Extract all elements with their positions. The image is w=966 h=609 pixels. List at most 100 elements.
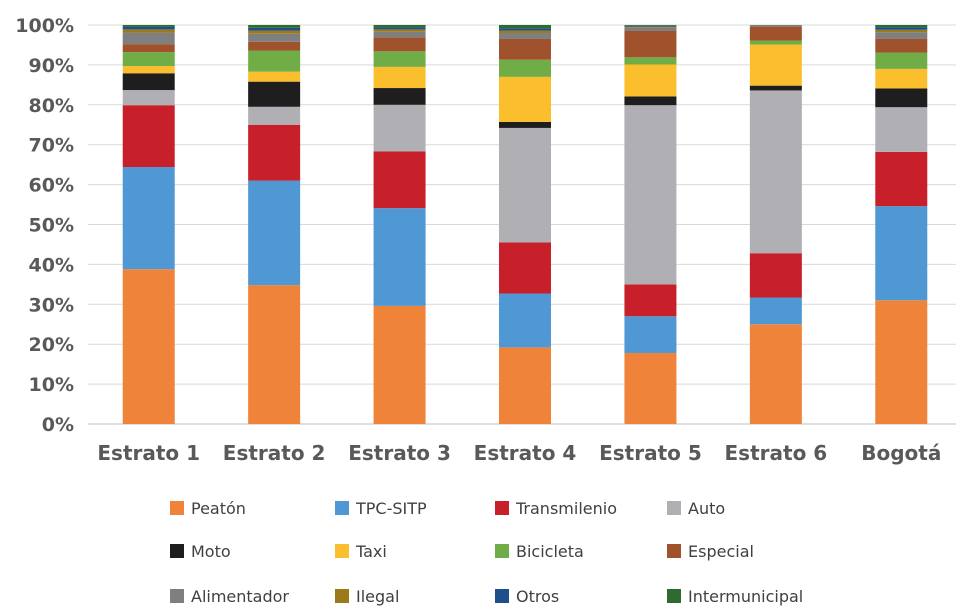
bar-segment: [624, 27, 677, 31]
legend-label: Transmilenio: [515, 499, 617, 518]
bar-segment: [875, 107, 928, 152]
bar-segment: [499, 25, 551, 29]
bar-segment: [122, 44, 175, 53]
y-tick-label: 80%: [29, 95, 74, 117]
bar-segment: [875, 52, 928, 69]
bars: [122, 25, 928, 424]
bar-segment: [749, 44, 802, 86]
bar-segment: [122, 73, 175, 91]
legend-swatch: [335, 544, 349, 558]
bar-segment: [624, 96, 677, 106]
bar-segment: [624, 64, 677, 97]
legend-label: Taxi: [355, 542, 387, 561]
bar-segment: [499, 59, 551, 77]
bar-segment: [122, 52, 175, 67]
bar-segment: [624, 105, 677, 285]
bar-segment: [373, 208, 426, 306]
bar-segment: [624, 284, 677, 317]
legend-item: Bicicleta: [495, 542, 584, 561]
legend-item: Taxi: [335, 542, 387, 561]
y-tick-label: 90%: [29, 55, 74, 77]
bar-segment: [248, 27, 301, 31]
y-tick-label: 0%: [42, 414, 74, 436]
legend-swatch: [170, 589, 184, 603]
legend-swatch: [170, 501, 184, 515]
bar-segment: [875, 206, 928, 301]
legend-swatch: [335, 589, 349, 603]
bar-segment: [248, 71, 301, 82]
bar-segment: [122, 90, 175, 106]
legend-swatch: [335, 501, 349, 515]
y-tick-label: 100%: [15, 15, 74, 37]
bar-segment: [749, 26, 802, 41]
bar-stack: [624, 25, 677, 424]
bar-segment: [499, 347, 551, 424]
legend-swatch: [495, 501, 509, 515]
y-tick-label: 40%: [29, 254, 74, 276]
bar-segment: [499, 32, 551, 39]
x-tick-label: Estrato 3: [348, 441, 451, 465]
x-tick-label: Estrato 5: [599, 441, 702, 465]
legend-swatch: [667, 501, 681, 515]
bar-segment: [122, 29, 175, 33]
legend-label: Otros: [516, 587, 559, 606]
bar-segment: [499, 38, 551, 60]
x-tick-label: Bogotá: [861, 441, 941, 465]
bar-segment: [499, 28, 551, 31]
legend-item: Otros: [495, 587, 559, 606]
bar-segment: [122, 167, 175, 270]
y-tick-label: 60%: [29, 175, 74, 197]
bar-stack: [499, 25, 551, 424]
bar-stack: [749, 25, 802, 424]
legend-label: Intermunicipal: [688, 587, 803, 606]
bar-segment: [248, 33, 301, 42]
bar-segment: [875, 27, 928, 30]
bar-segment: [499, 293, 551, 348]
x-axis: Estrato 1 Estrato 2 Estrato 3 Estrato 4 Estr…: [97, 441, 941, 465]
bar-segment: [875, 25, 928, 28]
bar-segment: [875, 38, 928, 53]
bar-segment: [624, 57, 677, 65]
bar-segment: [749, 253, 802, 298]
legend-swatch: [495, 589, 509, 603]
bar-segment: [248, 180, 301, 286]
legend-swatch: [667, 544, 681, 558]
bar-segment: [373, 104, 426, 152]
legend-item: Intermunicipal: [667, 587, 803, 606]
y-tick-label: 20%: [29, 334, 74, 356]
bar-segment: [624, 30, 677, 58]
bar-segment: [624, 26, 677, 28]
bar-segment: [499, 242, 551, 294]
legend-item: Ilegal: [335, 587, 399, 606]
y-tick-label: 70%: [29, 135, 74, 157]
legend-label: Alimentador: [191, 587, 289, 606]
legend-label: Peatón: [191, 499, 246, 518]
bar-segment: [373, 37, 426, 52]
bar-stack: [373, 25, 426, 424]
bar-stack: [122, 25, 175, 424]
legend-label: Moto: [191, 542, 231, 561]
bar-segment: [373, 151, 426, 209]
bar-segment: [749, 90, 802, 254]
y-axis: 0% 10% 20% 30% 40% 50% 60% 70% 80% 90% 100%: [15, 15, 74, 436]
bar-segment: [122, 66, 175, 74]
bar-segment: [373, 66, 426, 89]
bar-segment: [122, 105, 175, 168]
bar-segment: [624, 25, 677, 26]
bar-segment: [122, 25, 175, 27]
bar-segment: [373, 31, 426, 38]
y-tick-label: 10%: [29, 374, 74, 396]
legend-swatch: [667, 589, 681, 603]
bar-segment: [499, 30, 551, 33]
bar-segment: [248, 25, 301, 28]
legend-label: Auto: [688, 499, 725, 518]
bar-segment: [248, 30, 301, 34]
x-tick-label: Estrato 2: [223, 441, 326, 465]
bar-segment: [499, 121, 551, 128]
bar-segment: [875, 29, 928, 33]
bar-stack: [248, 25, 301, 424]
legend-item: Transmilenio: [495, 499, 617, 518]
legend-swatch: [170, 544, 184, 558]
bar-segment: [875, 300, 928, 424]
bar-segment: [373, 88, 426, 105]
